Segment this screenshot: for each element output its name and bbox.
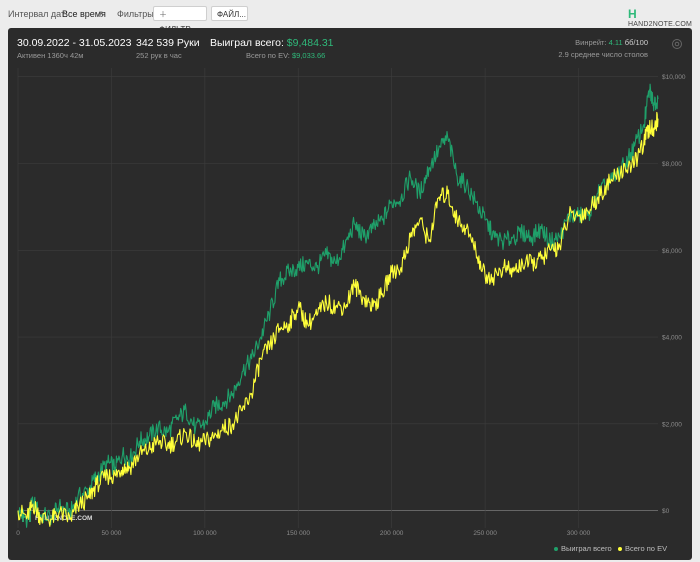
x-tick-label: 300 000 <box>567 530 591 537</box>
active-time: Активен 1360ч 42м <box>17 51 84 60</box>
x-tick-label: 0 <box>16 530 20 537</box>
logo-text: HAND2NOTE.COM <box>628 21 693 28</box>
winrate-value: 4.11 <box>608 38 623 47</box>
legend-ev-label: Всего по EV <box>625 544 668 553</box>
hand2note-logo: HHAND2NOTE.COM <box>628 7 700 28</box>
winrate-label: Винрейт: <box>575 38 607 47</box>
hands-per-hour: 252 рук в час <box>136 51 182 60</box>
won-total-label: Выиграл всего: <box>210 37 284 49</box>
series-line-ev <box>17 111 659 527</box>
x-tick-label: 50 000 <box>101 530 121 537</box>
hands-count: 342 539 Руки <box>136 37 200 49</box>
x-tick-label: 150 000 <box>287 530 311 537</box>
profit-graph: $0 $2,000 $4,000 $6,000 $8,000 $10,000 0 50 000… <box>16 68 686 537</box>
chevron-down-icon[interactable]: ▾ <box>99 10 103 17</box>
top-toolbar: Интервал дат: Все время ▾ Фильтры: ＋ ФИЛ… <box>0 0 700 34</box>
winrate: Винрейт: 4.11 бб/100 <box>575 38 648 47</box>
graph-panel: 30.09.2022 - 31.05.2023 Активен 1360ч 42… <box>8 28 692 560</box>
y-tick-label: $6,000 <box>662 248 682 255</box>
watermark-text: HAND2NOTE.COM <box>35 515 92 522</box>
x-tick-label: 200 000 <box>380 530 404 537</box>
legend-won-label: Выиграл всего <box>561 544 612 553</box>
file-button[interactable]: ФАЙЛ... <box>211 6 248 21</box>
won-total-value: $9,484.31 <box>286 37 334 49</box>
avg-tables: 2.9 среднее число столов <box>558 50 648 59</box>
y-tick-label: $2,000 <box>662 421 682 428</box>
legend-won: Выиграл всего <box>554 544 612 553</box>
y-tick-label: $0 <box>662 508 670 515</box>
ev-total-label: Всего по EV: <box>246 51 290 60</box>
winrate-unit: бб/100 <box>624 38 648 47</box>
date-range: 30.09.2022 - 31.05.2023 <box>17 37 132 49</box>
ev-total-value: $9,033.66 <box>291 51 326 60</box>
ev-total: Всего по EV: $9,033.66 <box>246 51 325 60</box>
x-tick-label: 100 000 <box>193 530 217 537</box>
plus-icon: ＋ <box>159 10 167 19</box>
legend-ev-marker <box>618 547 622 552</box>
filter-button[interactable]: ＋ ФИЛЬТР... <box>153 6 207 34</box>
filters-label: Фильтры: <box>117 9 157 19</box>
series-line-won <box>17 83 659 528</box>
x-tick-label: 250 000 <box>473 530 497 537</box>
file-button-label: ФАЙЛ... <box>217 10 246 19</box>
legend-won-marker <box>554 547 558 552</box>
date-interval-label: Интервал дат: <box>8 9 68 19</box>
won-total: Выиграл всего: $9,484.31 <box>210 37 334 49</box>
legend-ev: Всего по EV <box>618 544 667 553</box>
gear-icon[interactable] <box>671 38 683 50</box>
y-tick-label: $4,000 <box>662 335 682 342</box>
y-tick-label: $8,000 <box>662 161 682 168</box>
y-tick-label: $10,000 <box>662 74 686 81</box>
h-logo-icon: H <box>628 7 637 21</box>
date-interval-select[interactable]: Все время <box>62 9 106 19</box>
